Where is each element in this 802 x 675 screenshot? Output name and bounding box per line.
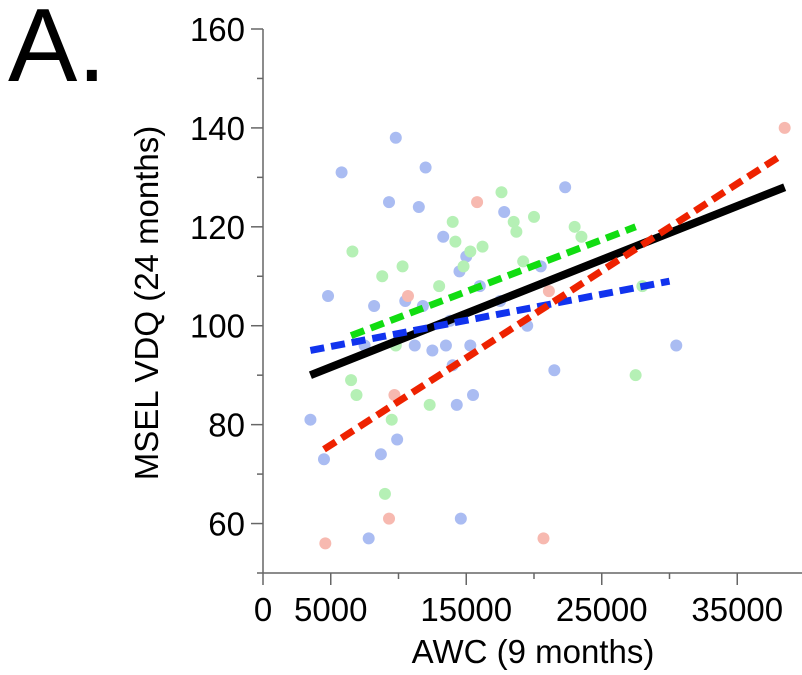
data-point-s1-16: [507, 215, 520, 228]
data-point-s0-17: [439, 339, 452, 352]
data-point-s0-8: [389, 131, 402, 144]
data-point-s1-13: [464, 245, 477, 258]
x-tick-label: 0: [254, 591, 272, 628]
x-tick-label: 35000: [691, 591, 783, 628]
y-tick-label: 80: [208, 407, 245, 444]
data-point-s1-1: [346, 245, 359, 258]
data-point-s0-30: [548, 364, 561, 377]
data-point-s1-3: [376, 270, 389, 283]
data-point-s0-14: [419, 161, 432, 174]
data-point-s1-5: [385, 413, 398, 426]
data-point-s1-11: [449, 235, 462, 248]
data-point-s1-10: [446, 215, 459, 228]
data-point-s1-12: [457, 260, 470, 273]
data-point-s1-17: [510, 225, 523, 238]
y-tick-label: 140: [190, 110, 245, 147]
x-axis-title: AWC (9 months): [412, 633, 655, 670]
data-point-s2-4: [471, 196, 484, 209]
data-point-s0-19: [450, 398, 463, 411]
data-point-s0-2: [322, 290, 335, 303]
data-point-s0-31: [559, 181, 572, 194]
data-point-s2-7: [778, 121, 791, 134]
fit-line-2: [349, 223, 637, 339]
x-tick-label: 25000: [556, 591, 648, 628]
data-point-s1-21: [575, 230, 588, 243]
data-point-s1-9: [433, 280, 446, 293]
data-point-s0-27: [498, 205, 511, 218]
x-tick-label: 5000: [294, 591, 367, 628]
data-point-s1-4: [378, 487, 391, 500]
data-point-s1-18: [517, 255, 530, 268]
data-point-s0-15: [426, 344, 439, 357]
data-point-s0-24: [467, 388, 480, 401]
fit-line-1: [309, 277, 671, 354]
data-point-s1-8: [423, 398, 436, 411]
data-point-s2-1: [383, 512, 396, 525]
data-point-s1-20: [568, 220, 581, 233]
data-point-s0-32: [670, 339, 683, 352]
data-point-s2-0: [319, 537, 332, 550]
data-point-s2-3: [401, 290, 414, 303]
fit-line-3: [322, 154, 780, 453]
y-tick-label: 60: [208, 506, 245, 543]
fit-lines-layer: [308, 154, 787, 453]
data-point-s1-15: [495, 186, 508, 199]
data-point-s2-6: [542, 285, 555, 298]
panel-label: A.: [8, 0, 107, 104]
data-point-s1-2: [350, 388, 363, 401]
data-point-s0-5: [368, 299, 381, 312]
axes-layer: 60 80 100 120 140 160 0 5000 15000 25000 35000: [190, 11, 802, 628]
data-point-s0-0: [304, 413, 317, 426]
data-point-s0-11: [408, 339, 421, 352]
y-tick-label: 120: [190, 209, 245, 246]
x-tick-label: 15000: [420, 591, 512, 628]
data-point-s0-3: [335, 166, 348, 179]
data-point-s1-0: [345, 374, 358, 387]
data-point-s1-14: [476, 240, 489, 253]
fit-line-0: [308, 183, 787, 379]
data-point-s0-16: [437, 230, 450, 243]
y-axis-title: MSEL VDQ (24 months): [128, 126, 165, 481]
data-point-s0-23: [464, 339, 477, 352]
data-point-s0-33: [362, 532, 375, 545]
data-point-s1-7: [396, 260, 409, 273]
y-tick-label: 160: [190, 11, 245, 48]
y-tick-label: 100: [190, 308, 245, 345]
data-point-s1-19: [528, 210, 540, 223]
data-point-s0-1: [317, 453, 330, 466]
data-point-s2-2: [388, 388, 401, 401]
data-point-s0-9: [391, 433, 404, 446]
data-point-s0-7: [383, 196, 396, 209]
data-point-s1-22: [629, 369, 642, 382]
data-point-s0-21: [454, 512, 467, 525]
data-point-s0-6: [374, 448, 387, 461]
data-point-s0-12: [412, 201, 425, 214]
data-point-s2-5: [537, 532, 550, 545]
